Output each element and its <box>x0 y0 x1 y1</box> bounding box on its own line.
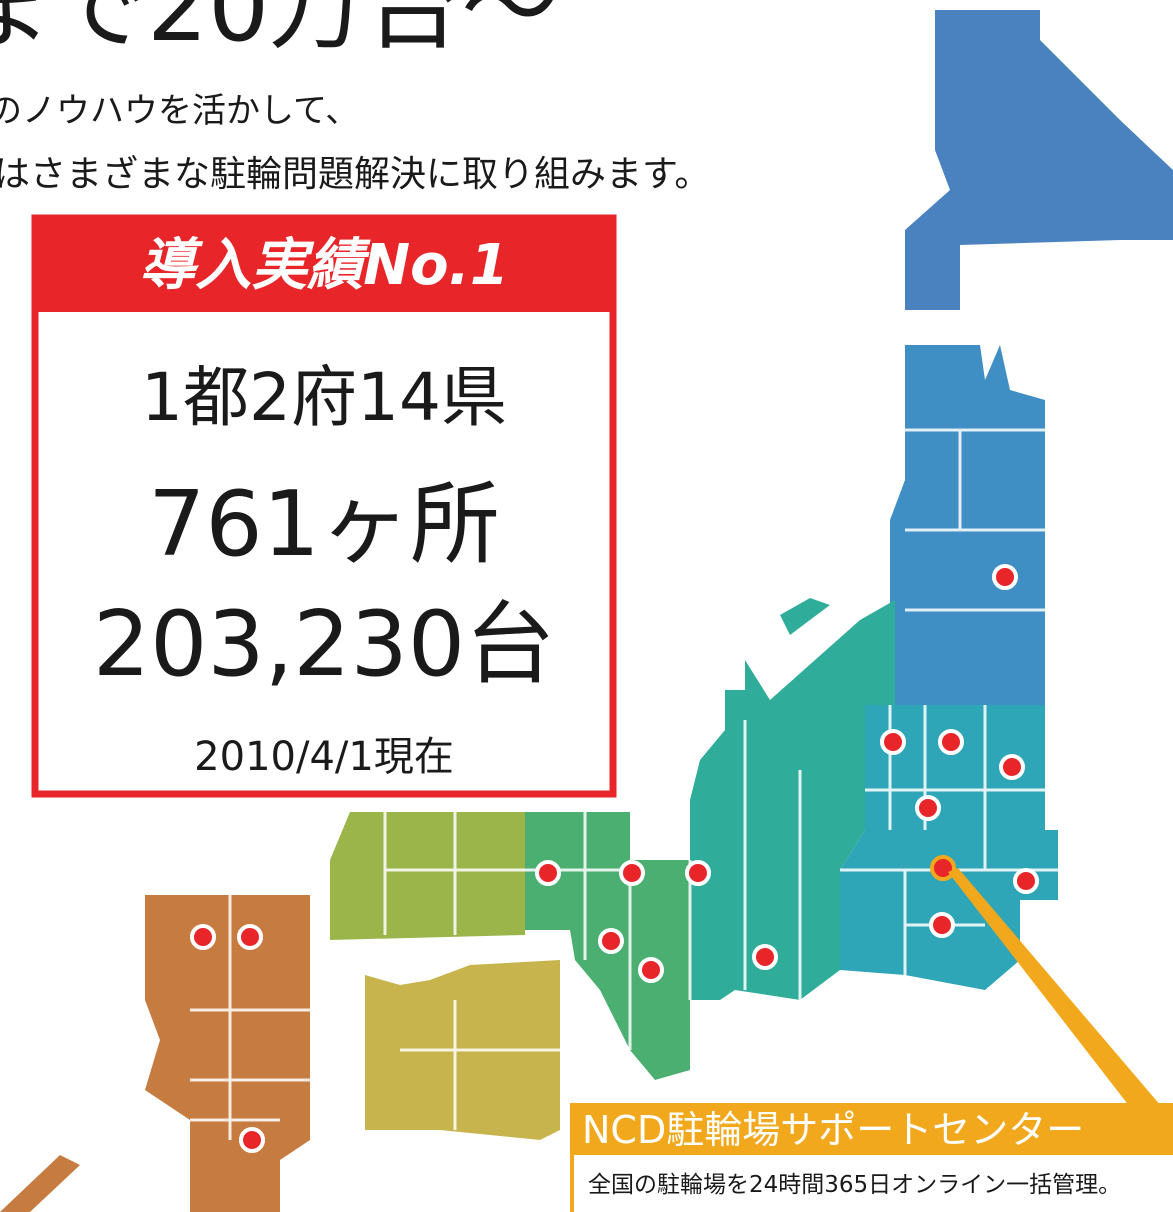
intro-line: はさまざまな駐輪問題解決に取り組みます。 <box>0 154 710 195</box>
marker <box>535 860 561 886</box>
marker <box>239 1127 265 1153</box>
marker <box>638 957 664 983</box>
marker <box>880 729 906 755</box>
marker <box>685 860 711 886</box>
locations: 761ヶ所 <box>148 472 500 577</box>
marker <box>598 928 624 954</box>
callout: NCD駐輪場サポートセンター 全国の駐輪場を24時間365日オンライン一括管理。 <box>570 868 1173 1212</box>
marker <box>237 924 263 950</box>
sado <box>780 598 830 635</box>
chugoku <box>330 812 525 940</box>
japan-map <box>0 10 1173 1212</box>
marker <box>619 860 645 886</box>
callout-header <box>570 1103 1173 1153</box>
marker <box>915 795 941 821</box>
callout-body <box>570 1151 1173 1212</box>
box-title: 導入実績No.1 <box>139 233 509 298</box>
marker <box>992 564 1018 590</box>
site-markers <box>190 564 1039 1153</box>
intro-line: のノウハウを活かして、 <box>0 91 359 131</box>
record-box: 導入実績No.1 1都2府14県 761ヶ所 203,230台 2010/4/1… <box>31 214 617 798</box>
capacity: 203,230台 <box>93 592 555 697</box>
marker <box>752 944 778 970</box>
chubu <box>690 600 895 1000</box>
kyushu <box>145 895 310 1212</box>
headline: まで20万台～ <box>0 0 557 63</box>
tohoku <box>890 345 1045 705</box>
callout-description: 全国の駐輪場を24時間365日オンライン一括管理。 <box>588 1172 1121 1198</box>
marker <box>190 924 216 950</box>
box-header <box>35 218 613 312</box>
marker <box>938 729 964 755</box>
okinawa <box>0 1155 80 1212</box>
callout-title: NCD駐輪場サポートセンター <box>582 1108 1084 1152</box>
regions: 1都2府14県 <box>141 359 507 436</box>
hokkaido <box>905 10 1173 310</box>
marker <box>1013 868 1039 894</box>
marker <box>929 912 955 938</box>
as-of: 2010/4/1現在 <box>194 734 454 780</box>
marker <box>999 754 1025 780</box>
marker <box>930 855 956 881</box>
callout-pointer <box>948 868 1173 1120</box>
